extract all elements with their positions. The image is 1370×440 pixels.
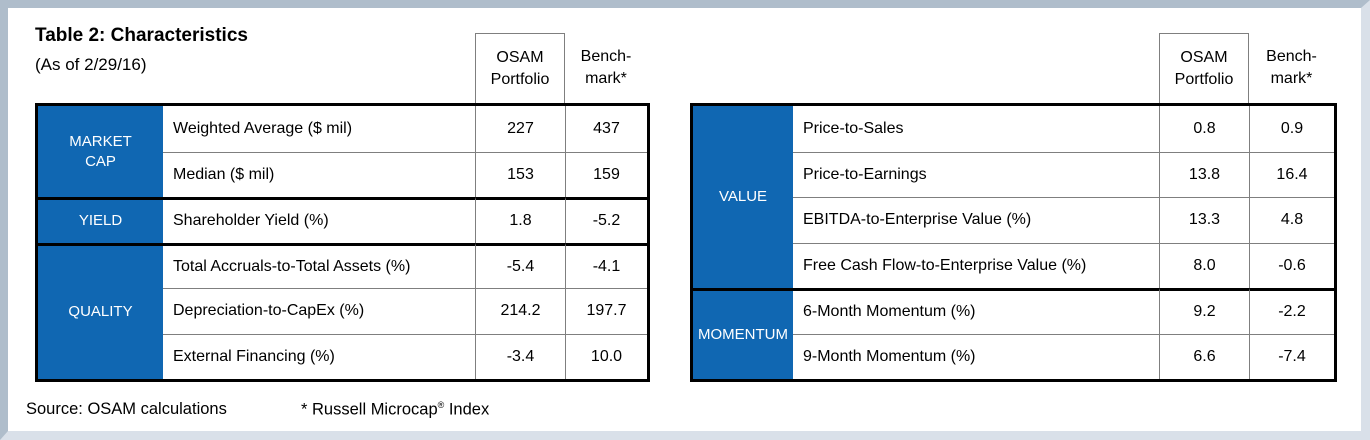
page-title: Table 2: Characteristics <box>35 25 248 46</box>
benchmark-value-cell: 437 <box>565 106 647 152</box>
portfolio-value-cell: 13.3 <box>1159 197 1249 243</box>
section-header-cell: YIELD <box>38 197 163 243</box>
benchmark-value-cell: 0.9 <box>1249 106 1334 152</box>
benchmark-value-cell: 10.0 <box>565 333 647 379</box>
portfolio-value-cell: 214.2 <box>475 288 565 334</box>
benchmark-value-cell: 16.4 <box>1249 151 1334 197</box>
benchmark-value-cell: -4.1 <box>565 242 647 288</box>
column-header-benchmark: Bench- mark* <box>1266 48 1317 87</box>
row-label-cell: Price-to-Sales <box>803 119 904 137</box>
section-header-cell: QUALITY <box>38 242 163 379</box>
row-label-cell: Free Cash Flow-to-Enterprise Value (%) <box>793 242 1159 289</box>
portfolio-value-cell: 9.2 <box>1159 288 1249 334</box>
section-header-cell: MARKET CAP <box>38 106 163 197</box>
column-header-benchmark: Bench- mark* <box>580 48 632 87</box>
row-label-cell: Weighted Average ($ mil) <box>173 119 353 137</box>
row-label-cell: 9-Month Momentum (%) <box>793 333 1159 380</box>
registered-trademark-symbol: ® <box>437 400 445 410</box>
benchmark-value-cell: -2.2 <box>1249 288 1334 334</box>
row-label-cell: Median ($ mil) <box>163 151 475 198</box>
column-header-osam-portfolio: OSAM Portfolio <box>1159 33 1249 103</box>
benchmark-value-cell: 4.8 <box>1249 197 1334 243</box>
portfolio-value-cell: 13.8 <box>1159 151 1249 197</box>
benchmark-value-cell: 159 <box>565 151 647 197</box>
benchmark-note: * Russell Microcap® Index <box>301 400 489 420</box>
portfolio-value-cell: 6.6 <box>1159 333 1249 379</box>
benchmark-value-cell: -0.6 <box>1249 242 1334 288</box>
column-header-osam-portfolio: OSAM Portfolio <box>475 33 565 103</box>
table-body: MARKET CAP Weighted Average ($ mil) 227 437… <box>35 103 650 382</box>
section-header-cell: MOMENTUM <box>693 288 793 379</box>
benchmark-note-suffix: Index <box>444 400 490 419</box>
row-label-cell: EBITDA-to-Enterprise Value (%) <box>793 197 1159 243</box>
portfolio-value-cell: 0.8 <box>1159 106 1249 152</box>
benchmark-value-cell: 197.7 <box>565 288 647 334</box>
as-of-date: (As of 2/29/16) <box>35 55 147 74</box>
portfolio-value-cell: 8.0 <box>1159 242 1249 288</box>
section-header-cell: VALUE <box>693 106 793 288</box>
row-label-cell: Depreciation-to-CapEx (%) <box>163 288 475 334</box>
portfolio-value-cell: 153 <box>475 151 565 197</box>
table-body: VALUE Price-to-Sales 0.8 0.9 Price-to-Earnin… <box>690 103 1337 382</box>
portfolio-value-cell: -5.4 <box>475 242 565 288</box>
row-label-cell: 6-Month Momentum (%) <box>793 288 1159 334</box>
portfolio-value-cell: 227 <box>475 106 565 152</box>
row-label-cell: Shareholder Yield (%) <box>163 197 475 243</box>
row-label-cell: External Financing (%) <box>163 333 475 380</box>
source-note: Source: OSAM calculations <box>26 400 227 418</box>
row-label-cell: Price-to-Earnings <box>793 151 1159 198</box>
portfolio-value-cell: -3.4 <box>475 333 565 379</box>
portfolio-value-cell: 1.8 <box>475 197 565 243</box>
benchmark-value-cell: -5.2 <box>565 197 647 243</box>
benchmark-note-prefix: * Russell Microcap <box>301 400 438 419</box>
benchmark-value-cell: -7.4 <box>1249 333 1334 379</box>
row-label-cell: Total Accruals-to-Total Assets (%) <box>163 242 475 289</box>
